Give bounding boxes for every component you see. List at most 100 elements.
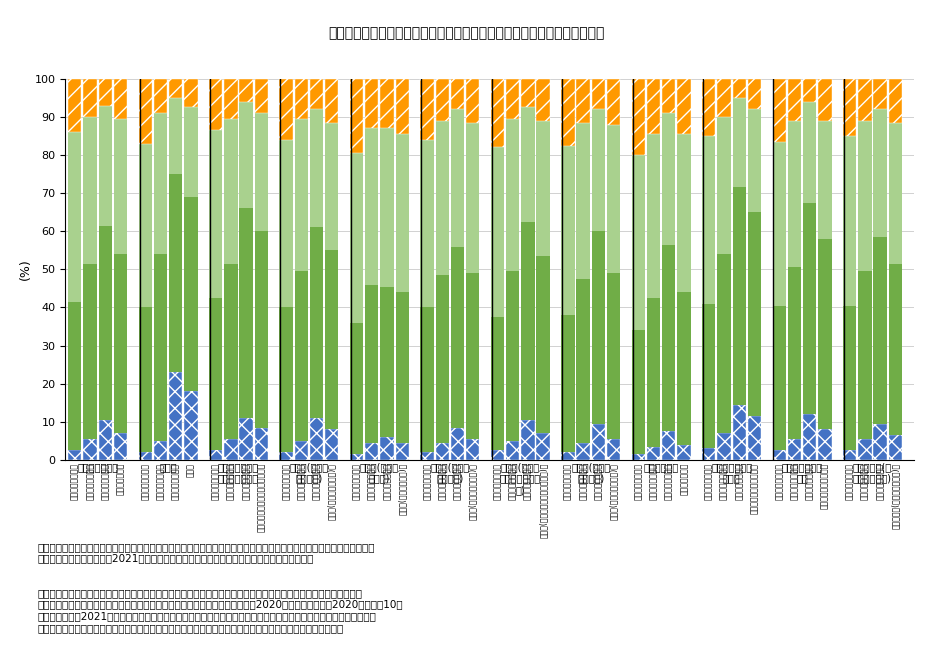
Bar	[280, 79, 293, 140]
Bar	[717, 117, 731, 254]
Bar	[68, 79, 81, 132]
Bar	[577, 123, 590, 279]
Bar	[169, 98, 182, 174]
Bar	[396, 443, 409, 460]
Bar	[169, 174, 182, 373]
Bar	[888, 123, 902, 263]
Bar	[240, 418, 253, 460]
Bar	[647, 447, 661, 460]
Bar	[154, 441, 167, 460]
Bar	[888, 79, 902, 123]
Bar	[209, 451, 222, 460]
Bar	[606, 125, 620, 273]
Bar	[451, 246, 464, 428]
Bar	[888, 263, 902, 435]
Bar	[842, 79, 856, 136]
Bar	[451, 428, 464, 460]
Bar	[703, 79, 716, 136]
Bar	[773, 306, 786, 451]
Bar	[773, 142, 786, 306]
Bar	[421, 452, 434, 460]
Bar	[606, 79, 620, 125]
Bar	[295, 271, 308, 441]
Bar	[506, 79, 520, 119]
Bar	[185, 108, 198, 197]
Text: 社会保険・社会
福祉・介護事業: 社会保険・社会 福祉・介護事業	[218, 462, 259, 484]
Bar	[466, 439, 480, 460]
Bar	[185, 79, 198, 108]
Bar	[209, 79, 222, 130]
Bar	[717, 254, 731, 433]
Bar	[421, 307, 434, 452]
Bar	[647, 298, 661, 447]
Bar	[209, 130, 222, 298]
Bar	[154, 79, 167, 113]
Bar	[732, 79, 745, 98]
Bar	[536, 256, 550, 433]
Text: 運輸業(道路旅
客・貨物運送業
等): 運輸業(道路旅 客・貨物運送業 等)	[500, 462, 541, 495]
Bar	[717, 79, 731, 117]
Bar	[280, 140, 293, 307]
Bar	[310, 79, 323, 109]
Bar	[747, 416, 761, 460]
Bar	[466, 123, 480, 273]
Bar	[240, 79, 253, 102]
Bar	[255, 113, 268, 231]
Text: 建設業(総合工
事業等): 建設業(総合工 事業等)	[360, 462, 399, 484]
Bar	[662, 79, 675, 113]
Bar	[255, 79, 268, 113]
Bar	[139, 144, 152, 307]
Bar	[114, 119, 127, 254]
Bar	[562, 452, 575, 460]
Text: 分析対象業種計: 分析対象業種計	[77, 462, 118, 472]
Bar	[114, 79, 127, 119]
Bar	[647, 134, 661, 298]
Text: 製造業(生活必
需物資等): 製造業(生活必 需物資等)	[430, 462, 469, 484]
Bar	[280, 452, 293, 460]
Bar	[185, 197, 198, 392]
Bar	[295, 119, 308, 271]
Bar	[873, 237, 886, 424]
Bar	[491, 79, 504, 147]
Bar	[818, 79, 831, 121]
Bar	[396, 79, 409, 134]
Bar	[592, 424, 605, 460]
Bar	[68, 132, 81, 302]
Bar	[858, 121, 871, 271]
Bar	[209, 298, 222, 451]
Bar	[858, 439, 871, 460]
Bar	[83, 263, 97, 439]
Bar	[842, 306, 856, 451]
Bar	[169, 373, 182, 460]
Bar	[224, 79, 238, 119]
Bar	[295, 79, 308, 119]
Bar	[632, 454, 645, 460]
Text: 生活関連サービ
ス業: 生活関連サービ ス業	[782, 462, 823, 484]
Bar	[522, 222, 535, 420]
Bar	[536, 433, 550, 460]
Bar	[224, 263, 238, 439]
Bar	[577, 279, 590, 443]
Bar	[606, 439, 620, 460]
Bar	[224, 119, 238, 263]
Bar	[365, 79, 379, 128]
Bar	[381, 437, 394, 460]
Bar	[858, 79, 871, 121]
Bar	[451, 79, 464, 109]
Bar	[381, 286, 394, 437]
Bar	[99, 106, 112, 225]
Bar	[873, 109, 886, 237]
Bar	[114, 254, 127, 433]
Bar	[677, 79, 690, 134]
Bar	[396, 134, 409, 292]
Bar	[491, 317, 504, 451]
Bar	[522, 420, 535, 460]
Bar	[310, 109, 323, 227]
Text: 小売業(生活必
需物資等): 小売業(生活必 需物資等)	[289, 462, 328, 484]
Bar	[747, 109, 761, 212]
Bar	[350, 323, 363, 454]
Bar	[606, 273, 620, 439]
Bar	[491, 147, 504, 317]
Bar	[732, 405, 745, 460]
Bar	[677, 445, 690, 460]
